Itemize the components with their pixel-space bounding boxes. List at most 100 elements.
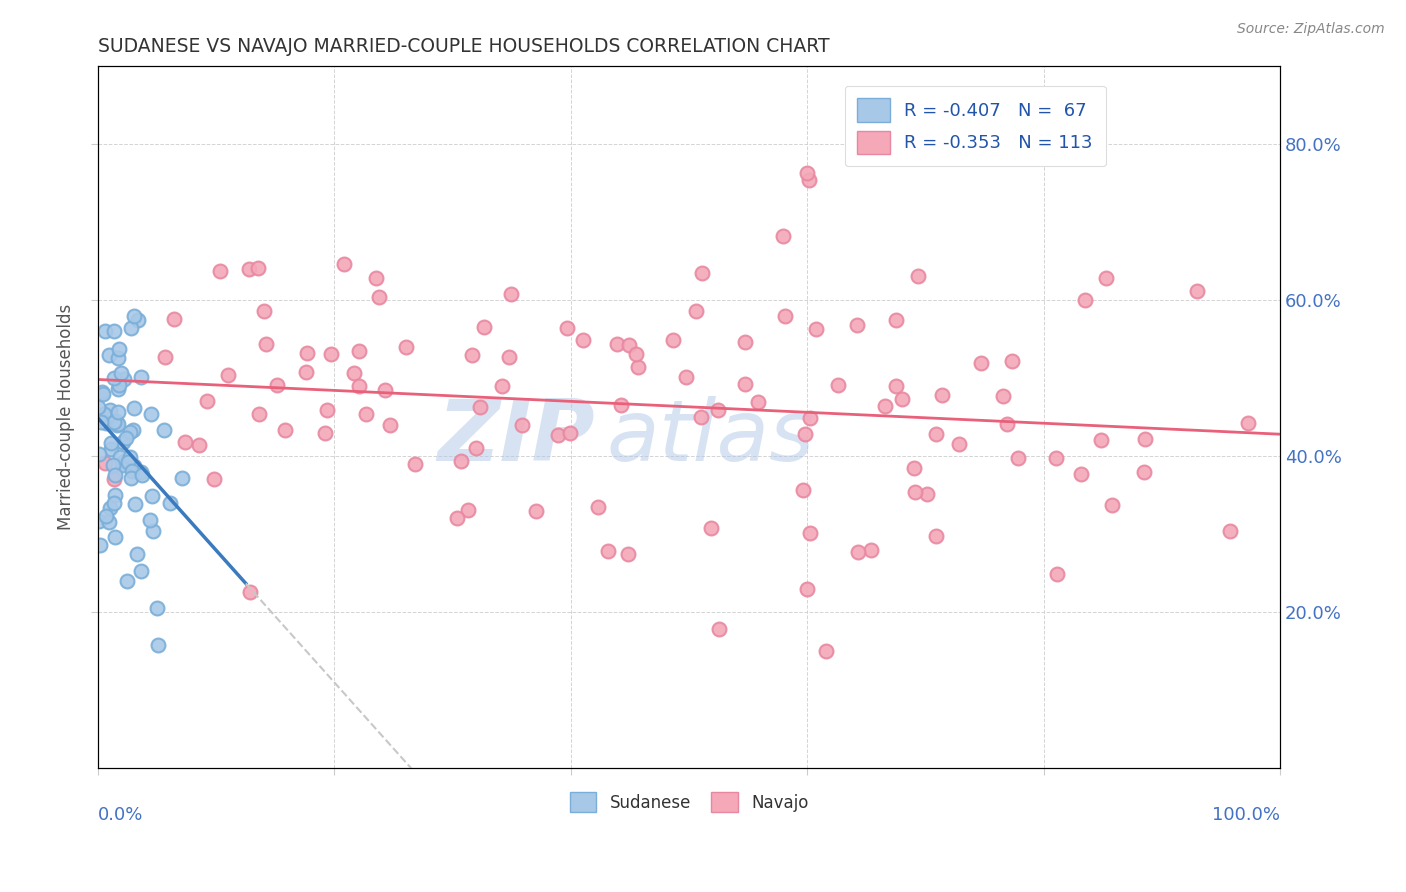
Point <box>107 417 129 431</box>
Text: 0.0%: 0.0% <box>98 806 143 824</box>
Point <box>378 417 401 432</box>
Point <box>89 538 111 552</box>
Point <box>794 426 817 441</box>
Point <box>97 515 120 529</box>
Point <box>152 424 174 438</box>
Point <box>112 435 135 450</box>
Point <box>217 368 239 382</box>
Point <box>610 398 633 412</box>
Text: atlas: atlas <box>606 396 814 480</box>
Point <box>295 365 318 379</box>
Point <box>121 464 143 478</box>
Point <box>685 304 707 318</box>
Point <box>100 436 122 450</box>
Point <box>146 638 169 652</box>
Point <box>884 378 907 392</box>
Legend: Sudanese, Navajo: Sudanese, Navajo <box>562 785 815 819</box>
Point <box>96 509 118 524</box>
Point <box>246 260 269 275</box>
Point <box>103 416 125 430</box>
Point <box>111 458 134 472</box>
Point <box>238 262 260 277</box>
Point <box>547 427 569 442</box>
Point <box>125 547 148 561</box>
Point <box>105 414 128 428</box>
Point <box>91 385 114 400</box>
Point <box>804 321 827 335</box>
Point <box>1185 285 1208 299</box>
Point <box>747 395 769 409</box>
Point <box>356 407 378 421</box>
Point <box>617 547 640 561</box>
Point <box>155 350 177 364</box>
Point <box>319 347 342 361</box>
Point <box>122 310 145 324</box>
Point <box>93 407 115 421</box>
Point <box>472 319 495 334</box>
Text: 100.0%: 100.0% <box>1212 806 1279 824</box>
Point <box>461 348 484 362</box>
Point <box>690 266 713 280</box>
Point <box>796 166 818 180</box>
Point <box>465 441 488 455</box>
Point <box>98 500 121 515</box>
Point <box>94 416 117 430</box>
Point <box>884 312 907 326</box>
Point <box>450 454 472 468</box>
Point <box>1070 467 1092 481</box>
Point <box>1219 524 1241 538</box>
Point <box>662 334 685 348</box>
Point <box>104 468 127 483</box>
Point <box>87 514 110 528</box>
Point <box>314 426 336 441</box>
Point <box>446 510 468 524</box>
Point <box>142 524 165 538</box>
Point <box>1046 566 1069 581</box>
Point <box>316 403 339 417</box>
Point <box>107 378 129 392</box>
Point <box>127 313 149 327</box>
Point <box>772 228 794 243</box>
Text: SUDANESE VS NAVAJO MARRIED-COUPLE HOUSEHOLDS CORRELATION CHART: SUDANESE VS NAVAJO MARRIED-COUPLE HOUSEH… <box>98 37 830 56</box>
Text: ZIP: ZIP <box>437 396 595 480</box>
Point <box>1101 498 1123 512</box>
Point <box>799 173 821 187</box>
Point <box>606 337 628 351</box>
Point <box>100 442 122 456</box>
Point <box>948 437 970 451</box>
Point <box>107 342 129 356</box>
Point <box>110 366 132 380</box>
Point <box>347 378 370 392</box>
Point <box>995 417 1018 431</box>
Point <box>112 455 135 469</box>
Point <box>105 417 128 432</box>
Point <box>586 500 609 515</box>
Point <box>1237 416 1260 430</box>
Point <box>266 378 288 392</box>
Point <box>404 458 426 472</box>
Point <box>129 564 152 578</box>
Point <box>903 485 925 500</box>
Point <box>202 472 225 486</box>
Point <box>368 291 391 305</box>
Point <box>139 513 162 527</box>
Point <box>499 287 522 301</box>
Point <box>1007 451 1029 466</box>
Point <box>108 450 131 465</box>
Point <box>1074 293 1097 307</box>
Point <box>174 434 197 449</box>
Point <box>91 386 114 401</box>
Point <box>468 400 491 414</box>
Point <box>596 544 619 558</box>
Point <box>699 521 721 535</box>
Point <box>491 379 513 393</box>
Point <box>103 496 125 510</box>
Point <box>122 423 145 437</box>
Point <box>457 503 479 517</box>
Point <box>970 356 993 370</box>
Point <box>846 318 869 332</box>
Point <box>626 359 648 374</box>
Point <box>799 411 821 425</box>
Point <box>815 644 838 658</box>
Point <box>98 403 121 417</box>
